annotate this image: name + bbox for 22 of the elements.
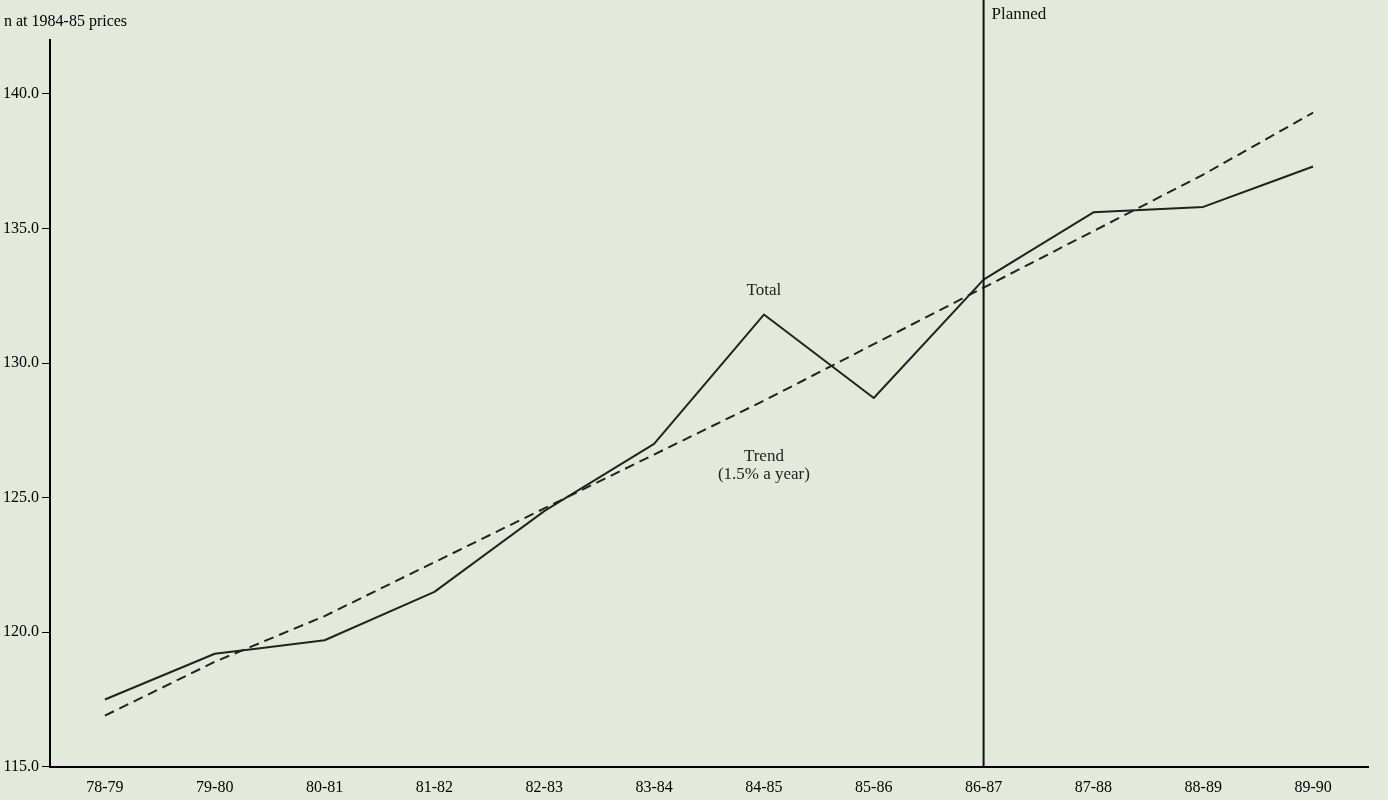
x-tick-label: 88-89 (1184, 777, 1222, 795)
x-tick-label: 78-79 (86, 777, 124, 795)
x-tick-label: 81-82 (415, 777, 454, 795)
y-tick-label: 120.0 (3, 622, 39, 640)
x-tick-label: 79-80 (196, 777, 234, 795)
x-tick-label: 80-81 (305, 777, 344, 795)
x-tick-label: 87-88 (1074, 777, 1113, 795)
x-tick-label: 89-90 (1294, 777, 1332, 795)
series-label: Trend (1.5% a year) (717, 445, 810, 483)
y-tick-label: 115.0 (3, 757, 39, 774)
y-tick-label: 125.0 (3, 487, 39, 505)
y-tick-label: 135.0 (3, 218, 39, 236)
ref-line-label: Planned (991, 3, 1047, 23)
x-tick-label: 86-87 (964, 777, 1003, 795)
x-tick-label: 83-84 (635, 777, 673, 795)
x-tick-label: 82-83 (525, 777, 563, 795)
x-tick-label: 85-86 (855, 777, 893, 795)
y-tick-label: 130.0 (3, 353, 39, 371)
y-tick-label: 140.0 (3, 84, 39, 102)
y-axis-title: n at 1984-85 prices (4, 12, 128, 31)
series-label: Total (746, 279, 782, 299)
x-tick-label: 84-85 (745, 777, 783, 795)
